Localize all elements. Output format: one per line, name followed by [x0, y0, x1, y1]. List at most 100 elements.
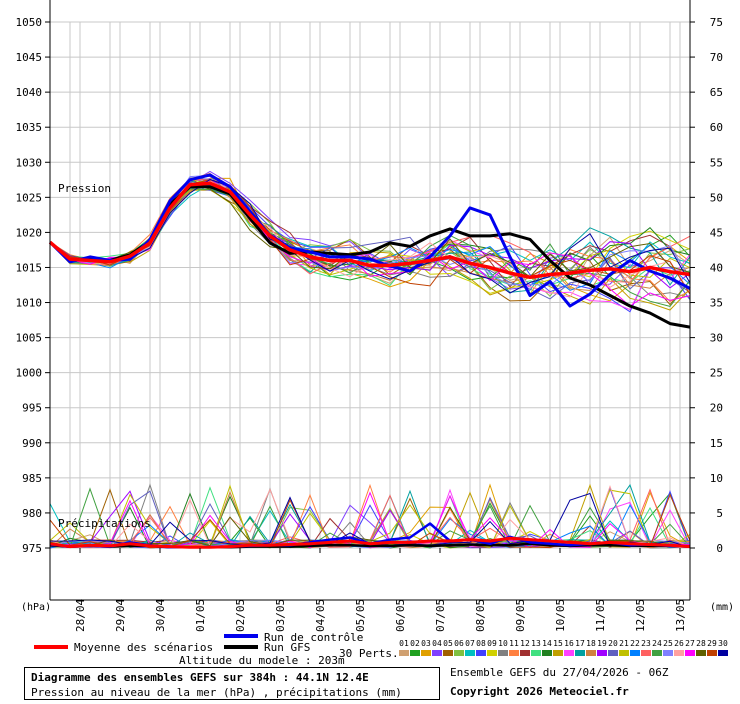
pert-legend-number: 24	[652, 639, 662, 648]
x-tick-label: 28/04	[74, 599, 87, 632]
pert-legend-number: 20	[608, 639, 618, 648]
right-tick-label: 15	[710, 437, 723, 450]
footer-subtitle: Pression au niveau de la mer (hPa) , pré…	[31, 686, 402, 699]
right-unit: (mm)	[710, 602, 734, 613]
x-tick-label: 06/05	[394, 599, 407, 632]
pert-legend-number: 26	[674, 639, 684, 648]
left-tick-label: 1045	[16, 51, 43, 64]
pert-legend-swatch	[641, 650, 651, 656]
pert-legend-swatch	[498, 650, 508, 656]
pert-legend-swatch	[674, 650, 684, 656]
x-tick-label: 02/05	[234, 599, 247, 632]
right-tick-label: 0	[716, 542, 723, 555]
perturbation-legend: 01 02 03 04 05 06 07 08 09 10 11 12 13 14 15 16 17 18 19 20…	[399, 639, 728, 656]
pert-legend-number: 07	[465, 639, 475, 648]
left-tick-label: 1030	[16, 156, 43, 169]
pert-legend-number: 04	[432, 639, 442, 648]
pert-legend-swatch	[443, 650, 453, 656]
x-tick-label: 13/05	[674, 599, 687, 632]
pert-legend-number: 05	[443, 639, 453, 648]
pert-legend-number: 03	[421, 639, 431, 648]
pert-legend-swatch	[663, 650, 673, 656]
left-tick-label: 1010	[16, 297, 43, 310]
left-tick-label: 980	[22, 507, 42, 520]
left-unit: (hPa)	[21, 602, 51, 613]
pert-legend-number: 08	[476, 639, 486, 648]
pert-legend-number: 30	[718, 639, 728, 648]
x-tick-label: 12/05	[634, 599, 647, 632]
right-tick-label: 70	[710, 51, 723, 64]
perts-legend-label: 30 Perts.	[339, 647, 399, 660]
control-legend-label: Run de contrôle	[264, 631, 363, 644]
x-tick-label: 04/05	[314, 599, 327, 632]
pert-legend-swatch	[652, 650, 662, 656]
x-tick-label: 07/05	[434, 599, 447, 632]
x-tick-label: 10/05	[554, 599, 567, 632]
left-tick-label: 995	[22, 402, 42, 415]
pert-legend-swatch	[597, 650, 607, 656]
main-runs	[48, 173, 691, 549]
pert-legend-swatch	[399, 650, 409, 656]
perturbation-pressure-line	[49, 172, 691, 303]
left-tick-label: 1020	[16, 226, 43, 239]
right-tick-label: 40	[710, 261, 723, 274]
pert-legend-swatch	[542, 650, 552, 656]
x-tick-label: 11/05	[594, 599, 607, 632]
pert-legend-swatch	[707, 650, 717, 656]
mean-precip-line	[49, 536, 691, 549]
pert-legend-number: 09	[487, 639, 497, 648]
copyright-label: Copyright 2026 Meteociel.fr	[450, 685, 629, 698]
pert-legend-number: 14	[542, 639, 552, 648]
pert-legend-number: 28	[696, 639, 706, 648]
pert-legend-number: 02	[410, 639, 420, 648]
right-tick-label: 35	[710, 297, 723, 310]
control-legend-swatch	[224, 634, 258, 638]
pert-legend-number: 15	[553, 639, 563, 648]
pert-legend-number: 12	[520, 639, 530, 648]
x-tick-label: 09/05	[514, 599, 527, 632]
pert-legend-swatch	[685, 650, 695, 656]
pert-legend-swatch	[619, 650, 629, 656]
pert-legend-swatch	[531, 650, 541, 656]
pert-legend-swatch	[454, 650, 464, 656]
left-tick-label: 1040	[16, 86, 43, 99]
pert-legend-number: 06	[454, 639, 464, 648]
pert-legend-swatch	[718, 650, 728, 656]
pert-legend-number: 18	[586, 639, 596, 648]
left-tick-label: 975	[22, 542, 42, 555]
pert-legend-number: 25	[663, 639, 673, 648]
pressure-label: Pression	[58, 182, 111, 195]
pert-legend-swatch	[487, 650, 497, 656]
pert-legend-number: 17	[575, 639, 585, 648]
pert-legend-number: 21	[619, 639, 629, 648]
right-tick-label: 20	[710, 402, 723, 415]
pert-legend-swatch	[509, 650, 519, 656]
pert-legend-swatch	[465, 650, 475, 656]
pert-legend-number: 10	[498, 639, 508, 648]
right-tick-label: 50	[710, 191, 723, 204]
x-tick-label: 08/05	[474, 599, 487, 632]
pert-legend-number: 23	[641, 639, 651, 648]
pert-legend-swatch	[432, 650, 442, 656]
footer-title-box: Diagramme des ensembles GEFS sur 384h : …	[24, 667, 440, 700]
left-tick-label: 1005	[16, 332, 43, 345]
altitude-label: Altitude du modele : 203m	[179, 654, 345, 667]
pert-legend-swatch	[421, 650, 431, 656]
right-tick-label: 55	[710, 156, 723, 169]
pert-legend-number: 16	[564, 639, 574, 648]
right-tick-label: 5	[716, 507, 723, 520]
pert-legend-swatch	[586, 650, 596, 656]
footer-title: Diagramme des ensembles GEFS sur 384h : …	[31, 671, 369, 684]
left-tick-label: 1035	[16, 121, 43, 134]
pert-legend-swatch	[553, 650, 563, 656]
pert-legend-number: 13	[531, 639, 541, 648]
perturbation-pressure-line	[49, 174, 691, 298]
right-tick-label: 75	[710, 16, 723, 29]
precipitation-label: Précipitations	[58, 517, 151, 530]
mean-legend-label: Moyenne des scénarios	[74, 641, 213, 654]
right-tick-label: 65	[710, 86, 723, 99]
pert-legend-swatch	[564, 650, 574, 656]
left-tick-label: 990	[22, 437, 42, 450]
